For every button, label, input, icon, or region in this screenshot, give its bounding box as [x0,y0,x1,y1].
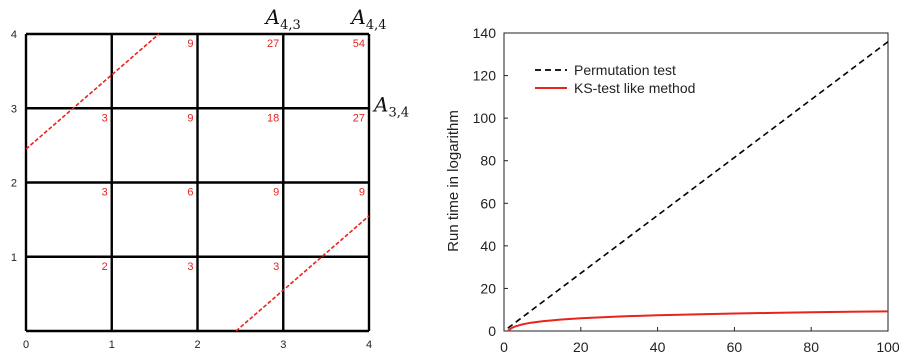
y-tick-label: 60 [480,195,496,211]
x-tick-label: 60 [727,339,743,355]
grid-y-ticks: 1 2 3 4 [11,29,17,264]
x-tick-label: 0 [500,339,508,355]
grid-y-tick-label: 3 [11,103,17,115]
y-tick-label: 120 [473,68,497,84]
grid-dashed-line-0 [25,33,160,150]
line-y-ticks: 0 20 40 60 80 100 120 140 [473,25,508,339]
grid-corner-labels: A4,3 A4,4 A3,4 [264,5,409,120]
grid-dashed-lines [25,33,370,332]
series-line-permutation-test [507,41,889,329]
x-tick-label: 20 [573,339,589,355]
corner-label-1: A4,4 [349,5,386,33]
grid-x-ticks: 0 1 2 3 4 [23,339,372,351]
line-chart-panel: 0 20 40 60 80 100 0 20 40 60 80 100 120 140 Run time… [445,25,900,355]
y-tick-label: 0 [488,323,496,339]
grid-dashed-line-1 [235,215,370,332]
y-axis-label: Run time in logarithm [445,110,462,252]
cell-label: 3 [273,261,279,273]
legend-label-permutation-test: Permutation test [574,62,676,78]
cell-label: 9 [187,38,193,50]
y-tick-label: 40 [480,238,496,254]
cell-label: 9 [187,112,193,124]
corner-label-2: A3,4 [372,92,409,120]
grid-x-tick-label: 2 [194,339,200,351]
line-x-ticks: 0 20 40 60 80 100 [500,327,900,355]
line-series [507,41,889,332]
legend-label-ks-test: KS-test like method [574,80,695,96]
corner-label-0: A4,3 [264,5,301,33]
cell-label: 3 [187,261,193,273]
cell-label: 6 [187,187,193,199]
grid-cell-labels: 2 3 3 3 6 9 9 3 9 18 27 9 27 54 [102,38,365,273]
grid-x-tick-label: 3 [280,339,286,351]
cell-label: 3 [102,112,108,124]
cell-label: 3 [102,187,108,199]
grid-x-tick-label: 4 [366,339,372,351]
grid-lines [24,32,371,333]
grid-x-tick-label: 0 [23,339,29,351]
y-tick-label: 20 [480,280,496,296]
x-tick-label: 80 [803,339,819,355]
y-tick-label: 80 [480,153,496,169]
grid-panel: 2 3 3 3 6 9 9 3 9 18 27 9 27 54 0 1 2 3 4 1 2 3 4 A4,3 A4,4 A3… [11,5,409,351]
cell-label: 27 [353,112,365,124]
cell-label: 54 [353,38,365,50]
series-line-ks-test-like-method [507,310,889,332]
cell-label: 2 [102,261,108,273]
y-tick-label: 100 [473,110,497,126]
legend: Permutation test KS-test like method [535,62,695,96]
cell-label: 9 [273,187,279,199]
cell-label: 9 [359,187,365,199]
grid-y-tick-label: 1 [11,252,17,264]
grid-x-tick-label: 1 [109,339,115,351]
y-tick-label: 140 [473,25,497,41]
x-tick-label: 40 [650,339,666,355]
cell-label: 18 [267,112,279,124]
plot-frame [503,32,889,332]
grid-y-tick-label: 4 [11,29,17,41]
x-tick-label: 100 [876,339,900,355]
cell-label: 27 [267,38,279,50]
grid-y-tick-label: 2 [11,178,17,190]
